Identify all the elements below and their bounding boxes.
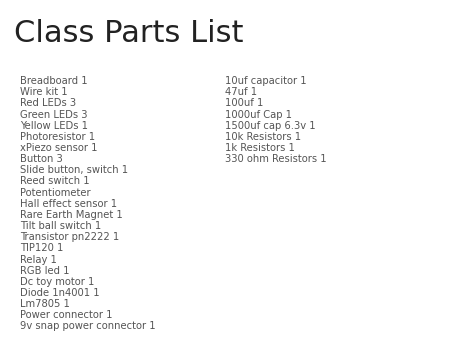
Text: 10uf capacitor 1: 10uf capacitor 1 (225, 76, 306, 86)
Text: 10k Resistors 1: 10k Resistors 1 (225, 132, 301, 142)
Text: xPiezo sensor 1: xPiezo sensor 1 (20, 143, 98, 153)
Text: Diode 1n4001 1: Diode 1n4001 1 (20, 288, 100, 298)
Text: 330 ohm Resistors 1: 330 ohm Resistors 1 (225, 154, 327, 164)
Text: Wire kit 1: Wire kit 1 (20, 87, 68, 97)
Text: Slide button, switch 1: Slide button, switch 1 (20, 165, 128, 175)
Text: Relay 1: Relay 1 (20, 255, 57, 265)
Text: Button 3: Button 3 (20, 154, 63, 164)
Text: Class Parts List: Class Parts List (14, 19, 243, 48)
Text: Lm7805 1: Lm7805 1 (20, 299, 70, 309)
Text: Tilt ball switch 1: Tilt ball switch 1 (20, 221, 102, 231)
Text: 1k Resistors 1: 1k Resistors 1 (225, 143, 295, 153)
Text: 100uf 1: 100uf 1 (225, 98, 263, 108)
Text: 1000uf Cap 1: 1000uf Cap 1 (225, 110, 292, 120)
Text: 9v snap power connector 1: 9v snap power connector 1 (20, 321, 156, 332)
Text: TIP120 1: TIP120 1 (20, 243, 63, 254)
Text: Power connector 1: Power connector 1 (20, 310, 113, 320)
Text: Hall effect sensor 1: Hall effect sensor 1 (20, 199, 117, 209)
Text: 1500uf cap 6.3v 1: 1500uf cap 6.3v 1 (225, 121, 315, 131)
Text: Reed switch 1: Reed switch 1 (20, 176, 90, 187)
Text: Rare Earth Magnet 1: Rare Earth Magnet 1 (20, 210, 123, 220)
Text: RGB led 1: RGB led 1 (20, 266, 70, 276)
Text: 47uf 1: 47uf 1 (225, 87, 257, 97)
Text: Yellow LEDs 1: Yellow LEDs 1 (20, 121, 88, 131)
Text: Transistor pn2222 1: Transistor pn2222 1 (20, 232, 120, 242)
Text: Potentiometer: Potentiometer (20, 188, 91, 198)
Text: Red LEDs 3: Red LEDs 3 (20, 98, 76, 108)
Text: Photoresistor 1: Photoresistor 1 (20, 132, 95, 142)
Text: Green LEDs 3: Green LEDs 3 (20, 110, 88, 120)
Text: Breadboard 1: Breadboard 1 (20, 76, 88, 86)
Text: Dc toy motor 1: Dc toy motor 1 (20, 277, 94, 287)
